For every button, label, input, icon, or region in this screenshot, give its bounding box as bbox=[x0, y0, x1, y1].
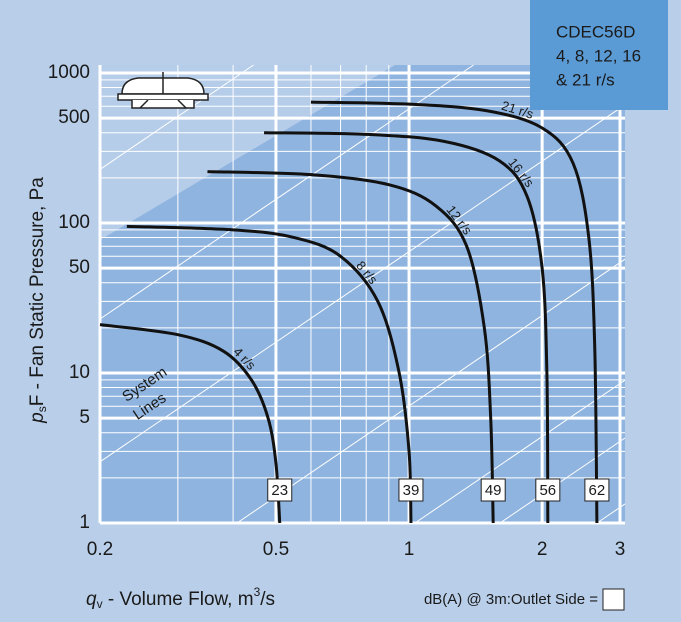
system-line bbox=[236, 258, 626, 524]
curve bbox=[207, 170, 495, 524]
x-tick-label: 3 bbox=[615, 539, 626, 560]
y-axis-label: psF - Fan Static Pressure, Pa bbox=[27, 177, 49, 424]
y-tick-label: 1 bbox=[79, 512, 90, 533]
x-tick-label: 0.2 bbox=[87, 539, 113, 560]
y-label-symbol: p bbox=[27, 412, 48, 424]
footer: dB(A) @ 3m:Outlet Side = bbox=[424, 591, 598, 608]
x-label-subscript: v bbox=[97, 597, 103, 611]
fan-icon bbox=[117, 72, 209, 109]
curve bbox=[99, 323, 282, 524]
sound-level-box bbox=[584, 478, 610, 502]
y-tick-label: 1000 bbox=[48, 62, 90, 83]
y-tick-label: 500 bbox=[58, 107, 90, 128]
curve bbox=[310, 100, 599, 524]
system-line bbox=[99, 104, 626, 463]
x-tick-label: 0.5 bbox=[263, 539, 289, 560]
x-tick-label: 1 bbox=[404, 539, 415, 560]
y-label-subscript: s bbox=[35, 406, 49, 412]
y-tick-label: 5 bbox=[79, 407, 90, 428]
x-axis-label: qv - Volume Flow, m3/s bbox=[86, 585, 275, 611]
system-line bbox=[499, 437, 626, 524]
sound-level: 49 bbox=[485, 482, 502, 499]
sound-level-box bbox=[398, 478, 424, 502]
sound-level: 56 bbox=[539, 482, 556, 499]
curve bbox=[264, 131, 550, 524]
title-box bbox=[530, 0, 668, 110]
sound-level: 23 bbox=[271, 482, 288, 499]
sound-level-box bbox=[480, 478, 506, 502]
y-label-text: F - Fan Static Pressure, Pa bbox=[27, 177, 48, 407]
side-box bbox=[602, 588, 625, 611]
system-line bbox=[99, 64, 474, 320]
y-tick-label: 100 bbox=[58, 212, 90, 233]
sound-level: 62 bbox=[589, 482, 606, 499]
title-line: 4, 8, 12, 16 bbox=[556, 46, 641, 65]
y-tick-label: 50 bbox=[69, 257, 90, 278]
sound-level-box bbox=[267, 478, 293, 502]
title-line: & 21 r/s bbox=[556, 70, 615, 89]
sound-level: 39 bbox=[403, 482, 420, 499]
x-label-text: - Volume Flow, m bbox=[103, 589, 254, 610]
y-tick-label: 10 bbox=[69, 362, 90, 383]
x-label-superscript: 3 bbox=[254, 585, 261, 599]
curve bbox=[126, 224, 413, 524]
sound-level-box bbox=[535, 478, 561, 502]
x-label-end: /s bbox=[260, 589, 275, 610]
system-line bbox=[414, 379, 626, 524]
x-tick-label: 2 bbox=[537, 539, 548, 560]
x-label-symbol: q bbox=[86, 589, 97, 610]
title-line: CDEC56D bbox=[556, 22, 635, 41]
